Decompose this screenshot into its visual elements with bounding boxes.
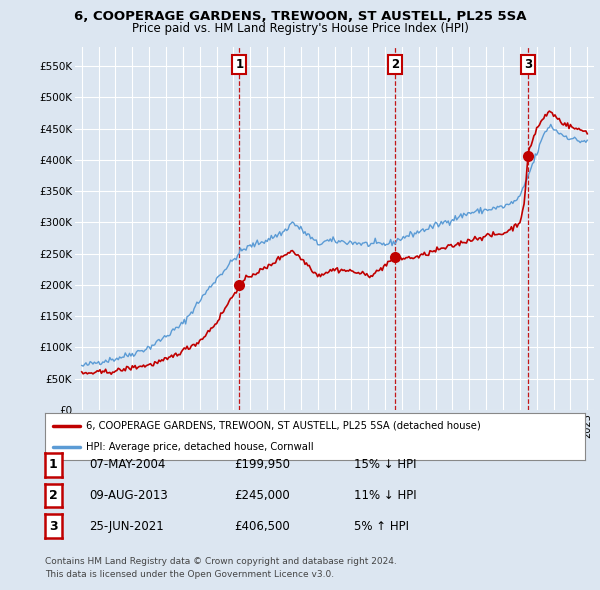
- Text: £406,500: £406,500: [234, 520, 290, 533]
- Text: 3: 3: [49, 520, 58, 533]
- Text: 11% ↓ HPI: 11% ↓ HPI: [354, 489, 416, 502]
- Text: HPI: Average price, detached house, Cornwall: HPI: Average price, detached house, Corn…: [86, 442, 313, 452]
- Text: 25-JUN-2021: 25-JUN-2021: [89, 520, 164, 533]
- Text: 6, COOPERAGE GARDENS, TREWOON, ST AUSTELL, PL25 5SA (detached house): 6, COOPERAGE GARDENS, TREWOON, ST AUSTEL…: [86, 421, 480, 431]
- Text: 07-MAY-2004: 07-MAY-2004: [89, 458, 165, 471]
- Text: Contains HM Land Registry data © Crown copyright and database right 2024.: Contains HM Land Registry data © Crown c…: [45, 558, 397, 566]
- Text: 2: 2: [391, 58, 399, 71]
- Text: £199,950: £199,950: [234, 458, 290, 471]
- Text: Price paid vs. HM Land Registry's House Price Index (HPI): Price paid vs. HM Land Registry's House …: [131, 22, 469, 35]
- Text: £245,000: £245,000: [234, 489, 290, 502]
- Text: 5% ↑ HPI: 5% ↑ HPI: [354, 520, 409, 533]
- Text: 3: 3: [524, 58, 532, 71]
- Text: 2: 2: [49, 489, 58, 502]
- Text: 1: 1: [235, 58, 244, 71]
- Text: 6, COOPERAGE GARDENS, TREWOON, ST AUSTELL, PL25 5SA: 6, COOPERAGE GARDENS, TREWOON, ST AUSTEL…: [74, 10, 526, 23]
- Text: This data is licensed under the Open Government Licence v3.0.: This data is licensed under the Open Gov…: [45, 571, 334, 579]
- Text: 1: 1: [49, 458, 58, 471]
- Text: 09-AUG-2013: 09-AUG-2013: [89, 489, 167, 502]
- Text: 15% ↓ HPI: 15% ↓ HPI: [354, 458, 416, 471]
